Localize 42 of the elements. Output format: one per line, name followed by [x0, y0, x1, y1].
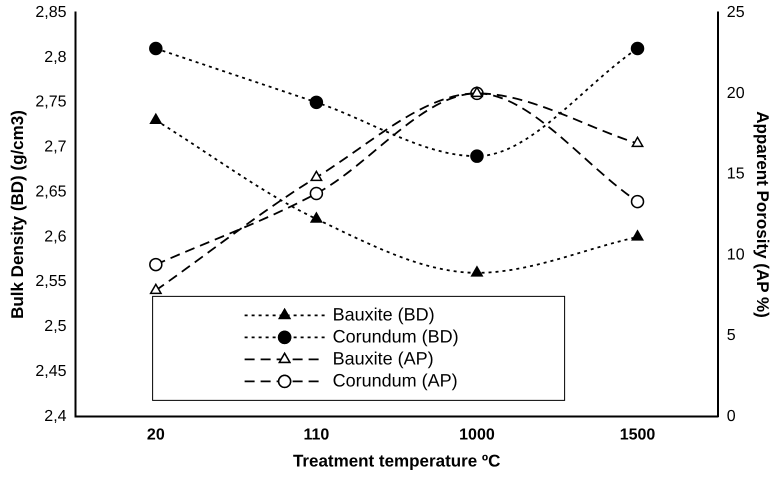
point — [470, 149, 484, 163]
y2-tick-label: 15 — [726, 166, 745, 183]
y2-tick-label: 5 — [726, 327, 736, 344]
y-tick-label: 2,65 — [35, 183, 67, 200]
y-tick-label: 2,85 — [35, 4, 67, 22]
point — [310, 186, 324, 200]
y2-tick-label: 0 — [726, 408, 736, 425]
point — [150, 284, 162, 294]
legend-label: Bauxite (AP) — [332, 348, 434, 368]
point — [310, 212, 322, 223]
x-tick-label: 1000 — [459, 426, 495, 444]
y2-tick-label: 20 — [726, 84, 745, 102]
y-tick-label: 2,8 — [44, 48, 67, 66]
y-axis-title: Bulk Density (BD) (g/cm3) — [8, 110, 27, 319]
y2-tick-label: 25 — [726, 4, 745, 22]
y2-tick-label: 10 — [726, 246, 745, 264]
point — [310, 96, 324, 110]
point — [310, 170, 322, 182]
y-tick-label: 2,6 — [44, 228, 67, 246]
point — [632, 230, 644, 241]
x-axis-title: Treatment temperature ºC — [292, 451, 500, 470]
x-tick-label: 20 — [146, 426, 165, 444]
point — [149, 42, 163, 56]
legend-label: Corundum (BD) — [332, 326, 459, 346]
y-tick-label: 2,55 — [35, 273, 67, 290]
point — [150, 114, 162, 124]
legend-label: Corundum (AP) — [332, 370, 458, 390]
y-tick-label: 2,7 — [44, 138, 67, 156]
point — [471, 86, 483, 98]
point — [471, 266, 483, 277]
point — [632, 136, 644, 148]
x-tick-label: 110 — [303, 426, 330, 444]
y-tick-label: 2,4 — [44, 408, 67, 425]
y2-axis-title: Apparent Porosity (AP %) — [753, 111, 772, 318]
point — [630, 42, 644, 56]
legend-label: Bauxite (BD) — [332, 304, 435, 324]
y-tick-label: 2,75 — [35, 94, 67, 111]
point — [149, 258, 163, 272]
y-tick-label: 2,45 — [35, 362, 67, 380]
point — [630, 194, 644, 208]
y-tick-label: 2,5 — [44, 318, 67, 336]
x-tick-label: 1500 — [620, 426, 656, 444]
